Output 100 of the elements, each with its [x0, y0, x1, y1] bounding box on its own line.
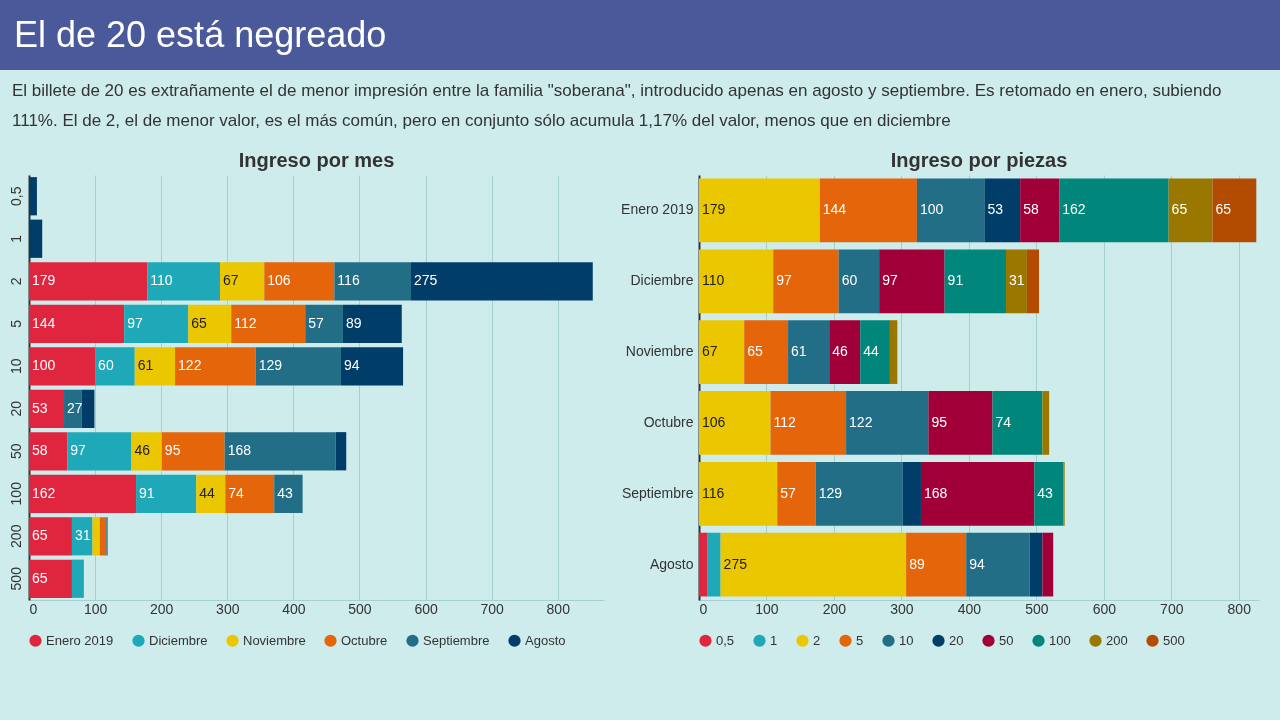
legend-label: 500: [1163, 632, 1185, 648]
x-tick-label: 700: [1160, 600, 1184, 617]
data-label: 58: [1023, 201, 1039, 218]
bar: [92, 517, 100, 556]
data-label: 122: [178, 357, 202, 374]
data-label: 61: [791, 343, 807, 360]
bar: [1020, 178, 1060, 243]
bar: [992, 391, 1043, 455]
data-label: 275: [414, 272, 438, 289]
legend-label: 10: [899, 632, 914, 648]
data-label: 65: [1215, 201, 1232, 218]
bar: [1034, 461, 1064, 526]
data-label: 43: [277, 484, 293, 501]
data-label: 129: [258, 357, 283, 374]
bar: [829, 320, 861, 384]
bar: [1042, 532, 1054, 597]
bar: [928, 391, 993, 455]
data-label: 67: [702, 343, 718, 360]
legend-label: Noviembre: [243, 632, 306, 648]
data-label: 106: [267, 272, 291, 289]
data-label: 162: [1062, 201, 1086, 218]
legend-label: 0,5: [716, 632, 735, 648]
data-label: 60: [841, 272, 858, 289]
bar: [29, 262, 148, 301]
y-tick-label: 50: [7, 443, 24, 460]
data-label: 95: [164, 442, 181, 459]
bar: [707, 532, 721, 597]
data-label: 162: [32, 484, 56, 501]
bar: [29, 559, 72, 598]
x-tick-label: 500: [1025, 600, 1049, 617]
data-label: 61: [137, 357, 154, 374]
bar: [770, 391, 847, 455]
x-tick-label: 700: [480, 600, 505, 617]
x-tick-label: 200: [822, 600, 847, 617]
bar: [889, 320, 898, 384]
data-label: 97: [127, 314, 143, 331]
data-label: 116: [337, 272, 360, 289]
text: El de 20 está negreado: [0, 0, 1280, 70]
bar: [342, 304, 402, 343]
y-tick-label: Enero 2019: [621, 201, 694, 218]
bar: [99, 517, 107, 556]
legend-label: Agosto: [525, 632, 566, 648]
data-label: 275: [723, 555, 748, 572]
y-tick-label: 2: [7, 277, 24, 286]
data-label: 144: [32, 314, 56, 331]
data-label: 65: [32, 527, 48, 544]
data-label: 112: [773, 413, 797, 430]
data-label: 89: [909, 555, 925, 572]
bar: [1029, 532, 1043, 597]
data-label: 27: [67, 399, 83, 416]
x-tick-label: 800: [546, 600, 571, 617]
x-tick-label: 0: [699, 600, 708, 617]
data-label: 53: [987, 201, 1004, 218]
bar: [71, 559, 84, 598]
y-tick-label: Septiembre: [621, 484, 694, 501]
bar: [29, 517, 72, 556]
bar: [147, 262, 221, 301]
bar: [920, 461, 1035, 526]
bar: [1059, 178, 1169, 243]
legend-label: 200: [1106, 632, 1128, 648]
data-label: 179: [702, 201, 726, 218]
data-label: 60: [98, 357, 114, 374]
bar: [264, 262, 335, 301]
bar: [699, 249, 774, 314]
data-label: 53: [32, 399, 48, 416]
bar: [334, 262, 412, 301]
y-tick-label: 1: [7, 234, 24, 243]
data-label: 106: [702, 413, 726, 430]
y-tick-label: 5: [7, 319, 24, 328]
data-label: 179: [32, 272, 56, 289]
bar: [305, 304, 343, 343]
bar: [29, 304, 125, 343]
bar: [916, 178, 985, 243]
y-tick-label: Agosto: [649, 555, 694, 572]
bar: [134, 347, 176, 386]
y-tick-label: 0,5: [7, 186, 24, 206]
bar: [846, 391, 929, 455]
x-tick-label: 800: [1227, 600, 1252, 617]
y-tick-label: Noviembre: [625, 343, 694, 360]
bar: [274, 474, 303, 513]
bar: [340, 347, 404, 386]
bar: [29, 432, 68, 471]
bar: [966, 532, 1030, 597]
bar: [29, 177, 37, 216]
bar: [161, 432, 225, 471]
x-tick-label: 600: [414, 600, 438, 617]
bar: [225, 474, 275, 513]
data-label: 31: [1008, 272, 1025, 289]
data-label: 74: [995, 413, 1012, 430]
data-label: 57: [308, 314, 325, 331]
data-label: 89: [345, 314, 362, 331]
legend-label: 50: [999, 632, 1014, 648]
bar: [984, 178, 1021, 243]
legend-label: 100: [1049, 632, 1071, 648]
text: El billete de 20 es extrañamente el de menor impresión entre la familia "soberana", introducido apenas en agosto y septiembre. Es retomado en enero, subiendo 111%. El de 2, el de menor valor, es el más común, pero en conjunto sólo acumula 1,17% del valor, menos que en diciembre: [11, 80, 1223, 132]
legend-label: Diciembre: [149, 632, 208, 648]
bar: [744, 320, 789, 384]
bar: [29, 389, 65, 428]
bar: [196, 474, 226, 513]
y-tick-label: 20: [7, 400, 24, 417]
